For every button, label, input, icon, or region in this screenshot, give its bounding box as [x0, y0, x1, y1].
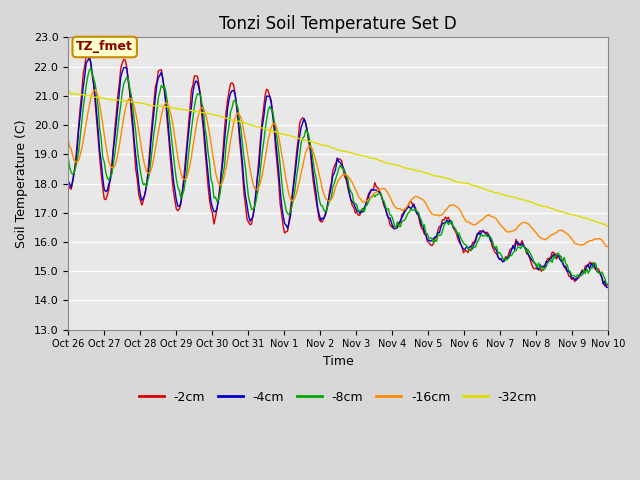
Line: -32cm: -32cm	[68, 92, 608, 227]
-16cm	[92, 87, 99, 93]
-8cm	[132, 130, 140, 135]
-4cm	[575, 274, 583, 280]
-8cm	[302, 127, 310, 133]
-16cm	[64, 136, 72, 142]
-4cm	[244, 213, 252, 218]
-32cm	[227, 117, 234, 123]
-4cm	[227, 91, 234, 96]
-32cm	[64, 89, 72, 95]
X-axis label: Time: Time	[323, 355, 353, 368]
-32cm	[244, 121, 252, 127]
-8cm	[604, 282, 612, 288]
-16cm	[244, 157, 252, 163]
Line: -16cm: -16cm	[68, 90, 608, 247]
-16cm	[132, 111, 140, 117]
-4cm	[604, 285, 612, 290]
-2cm	[601, 283, 609, 289]
-32cm	[604, 224, 612, 229]
-16cm	[575, 242, 583, 248]
-8cm	[575, 273, 583, 279]
-8cm	[87, 65, 95, 71]
Y-axis label: Soil Temperature (C): Soil Temperature (C)	[15, 119, 28, 248]
-2cm	[244, 219, 252, 225]
Legend: -2cm, -4cm, -8cm, -16cm, -32cm: -2cm, -4cm, -8cm, -16cm, -32cm	[134, 385, 542, 408]
-2cm	[604, 281, 612, 287]
Line: -2cm: -2cm	[68, 50, 608, 286]
Line: -8cm: -8cm	[68, 68, 608, 285]
-8cm	[64, 155, 72, 160]
-2cm	[84, 47, 92, 53]
-8cm	[227, 109, 234, 115]
-4cm	[85, 55, 93, 60]
-2cm	[575, 274, 583, 279]
-4cm	[132, 153, 140, 158]
Line: -4cm: -4cm	[68, 58, 608, 288]
-16cm	[302, 150, 310, 156]
-32cm	[66, 89, 74, 95]
-32cm	[575, 214, 583, 219]
-32cm	[302, 138, 310, 144]
-16cm	[604, 243, 612, 249]
-2cm	[227, 81, 234, 87]
Title: Tonzi Soil Temperature Set D: Tonzi Soil Temperature Set D	[219, 15, 457, 33]
-32cm	[132, 99, 140, 105]
-4cm	[64, 178, 72, 184]
-2cm	[253, 171, 261, 177]
-4cm	[253, 173, 261, 179]
-2cm	[132, 167, 140, 172]
-2cm	[302, 120, 310, 126]
-8cm	[244, 194, 252, 200]
Text: TZ_fmet: TZ_fmet	[76, 40, 133, 53]
-16cm	[227, 138, 234, 144]
-16cm	[602, 244, 610, 250]
-8cm	[253, 190, 261, 195]
-32cm	[253, 124, 261, 130]
-16cm	[253, 187, 261, 193]
-2cm	[64, 182, 72, 188]
-4cm	[302, 120, 310, 126]
